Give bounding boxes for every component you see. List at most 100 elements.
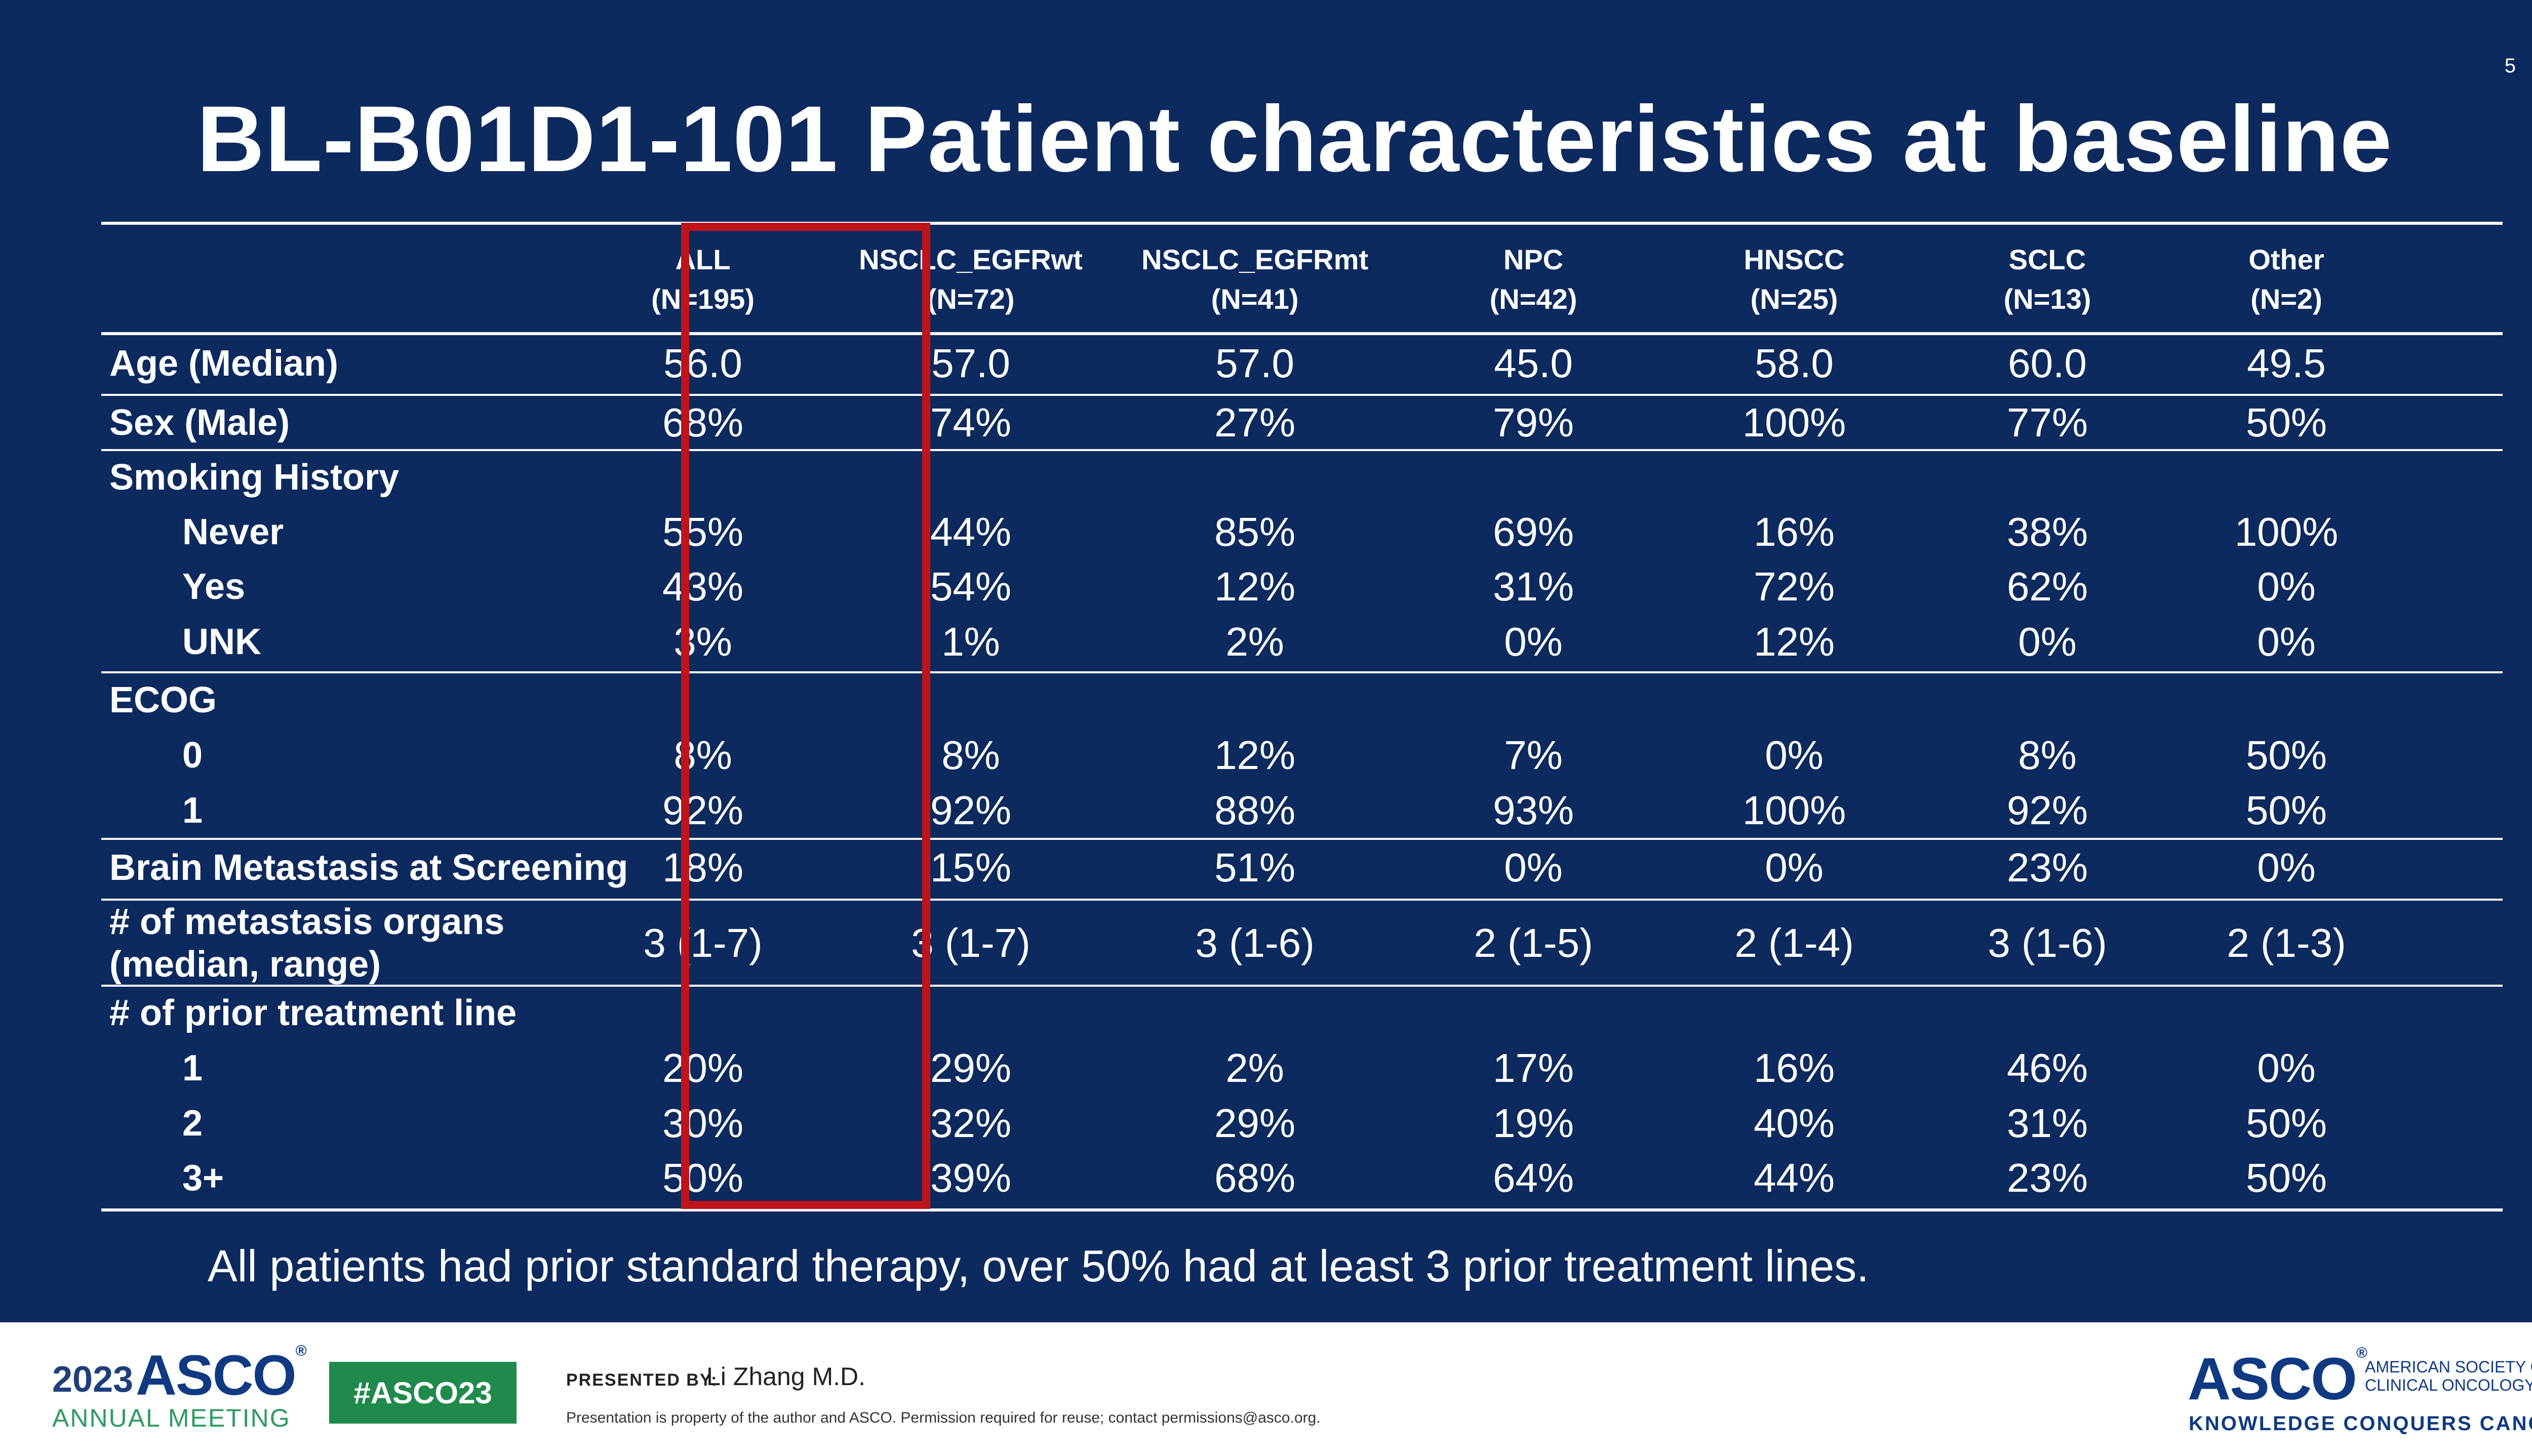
table-cell: 38% — [2006, 509, 2088, 554]
row-label-text: Sex (Male) — [109, 402, 290, 443]
table-cell: 40% — [1753, 1101, 1835, 1146]
table-cell: 45.0 — [1494, 341, 1573, 386]
property-notice: Presentation is property of the author a… — [566, 1409, 1321, 1426]
table-cell: 43% — [662, 564, 744, 609]
table-cell: 16% — [1753, 1045, 1835, 1090]
table-cell: 72% — [1753, 564, 1835, 609]
column-n: (N=195) — [651, 283, 755, 315]
row-label-text: 2 — [182, 1103, 203, 1144]
table-cell: 60.0 — [2008, 341, 2087, 386]
table-cell: 57.0 — [1215, 341, 1294, 386]
table-cell: 2% — [1225, 1045, 1284, 1090]
table-cell: 100% — [2234, 509, 2339, 554]
table-cell: 100% — [1742, 788, 1846, 833]
column-name: Other — [2248, 244, 2324, 275]
table-rule — [101, 394, 2503, 396]
table-rule — [101, 671, 2503, 673]
table-cell: 0% — [2018, 619, 2077, 664]
table-cell: 92% — [2006, 788, 2088, 833]
table-cell: 54% — [930, 564, 1012, 609]
table-cell: 51% — [1214, 845, 1296, 890]
table-cell: 12% — [1753, 619, 1835, 664]
table-cell: 3 (1-7) — [911, 920, 1031, 965]
table-cell: 2% — [1225, 619, 1284, 664]
hashtag-badge: #ASCO23 — [329, 1362, 517, 1424]
table-rule — [101, 1208, 2503, 1211]
table-cell: 2 (1-4) — [1734, 920, 1854, 965]
table-cell: 55% — [662, 509, 744, 554]
tagline: KNOWLEDGE CONQUERS CANCER — [2189, 1412, 2532, 1435]
table-cell: 44% — [1753, 1155, 1835, 1200]
table-cell: 0% — [1765, 733, 1824, 778]
column-header: SCLC (N=13) — [1906, 240, 2189, 319]
table-cell: 17% — [1492, 1045, 1574, 1090]
slide: 5 BL-B01D1-101 Patient characteristics a… — [101, 55, 2516, 1291]
row-label-text: Smoking History — [109, 457, 400, 498]
table-cell: 15% — [930, 845, 1012, 890]
annual-meeting-label: ANNUAL MEETING — [52, 1404, 291, 1432]
table-cell: 88% — [1214, 788, 1296, 833]
presented-by-label: PRESENTED BY: — [566, 1370, 718, 1390]
row-label-text: Never — [182, 512, 284, 552]
column-header: NSCLC_EGFRwt (N=72) — [829, 240, 1113, 319]
column-n: (N=42) — [1489, 283, 1577, 315]
table-cell: 58.0 — [1755, 341, 1834, 386]
row-label: 1 — [182, 1041, 203, 1095]
table-rule — [101, 332, 2503, 335]
table-cell: 0% — [2257, 564, 2316, 609]
column-header: Other (N=2) — [2145, 240, 2428, 319]
table-cell: 69% — [1492, 509, 1574, 554]
row-label-text: ECOG — [109, 680, 217, 720]
table-cell: 50% — [2245, 400, 2327, 445]
society-name: AMERICAN SOCIETY OF CLINICAL ONCOLOGY — [2365, 1358, 2532, 1394]
row-label-text: UNK — [182, 622, 261, 662]
table-cell: 74% — [930, 400, 1012, 445]
table-cell: 1% — [941, 619, 1000, 664]
footnote: All patients had prior standard therapy,… — [208, 1241, 1869, 1291]
table-rule — [101, 985, 2503, 987]
row-label: Never — [182, 505, 284, 559]
row-label: Yes — [182, 560, 245, 614]
table-cell: 85% — [1214, 509, 1296, 554]
table-cell: 44% — [930, 509, 1012, 554]
table-cell: 3 (1-6) — [1988, 920, 2107, 965]
table-cell: 50% — [2245, 788, 2327, 833]
table-cell: 39% — [930, 1155, 1012, 1200]
society-line-1: AMERICAN SOCIETY OF — [2365, 1358, 2532, 1376]
table-cell: 68% — [1214, 1155, 1296, 1200]
table-cell: 0% — [1504, 845, 1563, 890]
table-cell: 7% — [1504, 733, 1563, 778]
table-rule — [101, 449, 2503, 451]
row-label: 3+ — [182, 1151, 224, 1205]
column-n: (N=2) — [2250, 283, 2322, 315]
table-cell: 2 (1-3) — [2227, 920, 2346, 965]
column-header: NPC (N=42) — [1392, 240, 1675, 319]
table-cell: 8% — [2018, 733, 2077, 778]
table-cell: 0% — [1765, 845, 1824, 890]
row-label-text: 3+ — [182, 1158, 224, 1198]
column-n: (N=72) — [927, 283, 1015, 315]
table-rule — [101, 899, 2503, 901]
table-cell: 0% — [2257, 619, 2316, 664]
row-label-text: # of metastasis organs — [109, 902, 505, 942]
table-cell: 27% — [1214, 400, 1296, 445]
table-cell: 2 (1-5) — [1474, 920, 1593, 965]
table-cell: 31% — [1492, 564, 1574, 609]
row-label-text: # of prior treatment line — [109, 993, 517, 1033]
row-label: UNK — [182, 615, 261, 669]
table-cell: 31% — [2006, 1101, 2088, 1146]
column-n: (N=13) — [2003, 283, 2091, 315]
asco-logo-text: ASCO — [136, 1344, 297, 1407]
table-cell: 50% — [662, 1155, 744, 1200]
society-line-2: CLINICAL ONCOLOGY — [2365, 1376, 2532, 1394]
table-cell: 79% — [1492, 400, 1574, 445]
table-cell: 68% — [662, 400, 744, 445]
table-cell: 20% — [662, 1045, 744, 1090]
table-cell: 93% — [1492, 788, 1574, 833]
table-top-rule — [101, 222, 2503, 225]
table-rule — [101, 838, 2503, 840]
table-cell: 50% — [2245, 733, 2327, 778]
table-cell: 62% — [2006, 564, 2088, 609]
column-header: HNSCC (N=25) — [1652, 240, 1936, 319]
row-label-text: Age (Median) — [109, 343, 339, 384]
